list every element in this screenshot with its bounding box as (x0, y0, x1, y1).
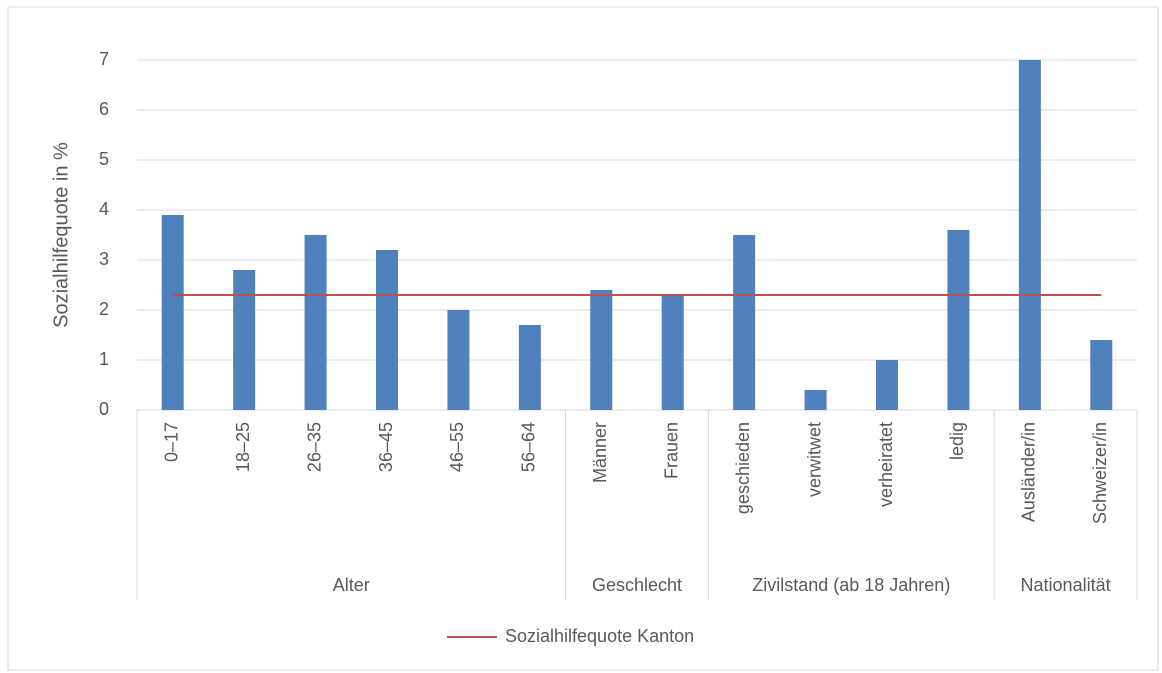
x-tick-label: 26–35 (304, 422, 324, 472)
y-tick-label: 4 (99, 199, 109, 219)
x-tick-label: geschieden (733, 422, 753, 514)
bar (590, 290, 613, 410)
x-tick-label: ledig (947, 422, 967, 460)
x-tick-label: 56–64 (519, 422, 539, 472)
x-tick-label: verwitwet (804, 422, 824, 497)
bar (947, 230, 970, 410)
bar (161, 215, 184, 410)
x-tick-label: Männer (590, 422, 610, 483)
group-label: Alter (333, 575, 370, 595)
x-tick-label: 36–45 (376, 422, 396, 472)
x-tick-label: verheiratet (876, 422, 896, 507)
bar (733, 235, 756, 410)
legend-label: Sozialhilfequote Kanton (505, 626, 694, 646)
y-tick-label: 2 (99, 299, 109, 319)
bar (804, 390, 827, 410)
x-tick-label: 18–25 (233, 422, 253, 472)
bar (1018, 60, 1041, 410)
group-label: Geschlecht (592, 575, 682, 595)
bar (447, 310, 470, 410)
group-label: Nationalität (1021, 575, 1111, 595)
group-label: Zivilstand (ab 18 Jahren) (752, 575, 950, 595)
x-tick-label: Schweizer/in (1090, 422, 1110, 524)
y-tick-label: 5 (99, 149, 109, 169)
x-tick-label: Frauen (661, 422, 681, 479)
bar (1090, 340, 1113, 410)
y-tick-label: 1 (99, 349, 109, 369)
x-tick-label: Ausländer/in (1019, 422, 1039, 522)
bar (376, 250, 398, 410)
y-tick-label: 7 (99, 49, 109, 69)
bar (304, 235, 327, 410)
bar (876, 360, 898, 410)
y-axis-label: Sozialhilfequote in % (50, 142, 72, 328)
y-tick-label: 6 (99, 99, 109, 119)
bar (233, 270, 256, 410)
x-tick-label: 46–55 (447, 422, 467, 472)
bar (518, 325, 541, 410)
y-tick-label: 0 (99, 399, 109, 419)
bar (661, 295, 684, 410)
y-tick-label: 3 (99, 249, 109, 269)
x-tick-label: 0–17 (161, 422, 181, 462)
